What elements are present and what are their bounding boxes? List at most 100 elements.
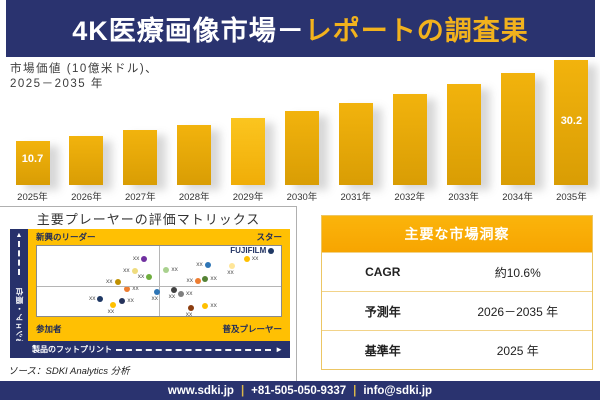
- key-insights-table: 主要な市場洞察 CAGR 約10.6% 予測年 2026－2035 年 基準年 …: [321, 215, 593, 370]
- website-link[interactable]: www.sdki.jp: [167, 384, 234, 397]
- bar-column: 2033年: [443, 84, 484, 203]
- quadrant-label-participants: 参加者: [36, 324, 62, 334]
- matrix-point-label: xx: [168, 293, 176, 301]
- matrix-point-label: xx: [210, 302, 217, 310]
- quadrant-label-emerging-leaders: 新興のリーダー: [36, 232, 96, 242]
- matrix-point: xx: [186, 304, 194, 317]
- matrix-point: xx: [177, 291, 192, 298]
- matrix-title: 主要プレーヤーの評価マトリックス: [36, 212, 261, 227]
- bar-2026年: [69, 136, 104, 185]
- quadrant-label-pervasive-players: 普及プレーヤー: [222, 324, 282, 334]
- matrix-point: xx: [138, 273, 153, 280]
- matrix-bottom-quadrant-labels: 参加者 普及プレーヤー: [28, 317, 290, 341]
- header-banner: 4K医療画像市場－ レポートの調査果: [6, 0, 595, 57]
- chart-caption-line1: 市場価値 (10億米ドル)、: [10, 63, 159, 75]
- bar-year-label: 2032年: [394, 192, 426, 203]
- matrix-point-label: xx: [171, 265, 178, 273]
- horizontal-divider: [0, 206, 297, 207]
- chart-caption-line2: 2025－2035 年: [10, 77, 104, 90]
- bar-column: 2028年: [174, 125, 215, 203]
- matrix-point-label: xx: [123, 267, 130, 275]
- bar-value-label: 10.7: [21, 153, 44, 165]
- bar-2035年: 30.2: [554, 60, 589, 185]
- matrix-point: xx: [187, 277, 202, 284]
- source-attribution: ソース：SDKI Analytics 分析: [8, 366, 130, 377]
- bar-2027年: [123, 130, 158, 185]
- bar-column: 2027年: [120, 130, 161, 203]
- matrix-y-axis-bar: ▲ 市場シェア・順位: [10, 229, 28, 358]
- bar-year-label: 2033年: [448, 192, 479, 203]
- bar-2032年: [392, 94, 427, 185]
- matrix-point: xx: [243, 256, 258, 263]
- matrix-point: xx: [123, 268, 138, 275]
- bar-column: 2030年: [281, 111, 322, 203]
- bar-year-label: 2026年: [71, 192, 102, 203]
- bar-2031年: [338, 103, 373, 185]
- bar-column: 30.2 2035年: [551, 60, 592, 203]
- bar-2028年: [177, 125, 212, 185]
- matrix-point: xx: [196, 261, 211, 268]
- matrix-point: xx: [108, 301, 116, 314]
- row-value-cagr: 約10.6%: [494, 265, 541, 280]
- matrix-point: xx: [124, 286, 139, 293]
- x-axis-dashed-line: [116, 348, 272, 351]
- chart-axis-caption: 市場価値 (10億米ドル)、 2025－2035 年: [10, 62, 158, 92]
- row-value-base-year: 2025 年: [496, 343, 539, 358]
- bar-year-label: 2028年: [178, 192, 210, 203]
- matrix-point: xx: [163, 266, 178, 273]
- bar-year-label: 2029年: [232, 192, 264, 203]
- row-label-base-year: 基準年: [364, 343, 401, 358]
- bar-chart: 10.7 2025年 2026年 2027年 2028年 2029年 2030年 2031年 2…: [12, 60, 592, 203]
- player-evaluation-matrix: ▲ 市場シェア・順位 新興のリーダー スター xx xx xx xx xx xx xx xx x…: [10, 229, 290, 358]
- matrix-point-label: xx: [151, 294, 159, 302]
- matrix-point-label: xx: [185, 310, 193, 318]
- insights-table-header: 主要な市場洞察: [322, 216, 592, 252]
- bar-year-label: 2031年: [340, 192, 372, 203]
- matrix-x-axis-bar: 製品のフットプリント ►: [10, 341, 290, 358]
- bar-column: 10.7 2025年: [12, 141, 53, 203]
- matrix-frame: 新興のリーダー スター xx xx xx xx xx xx xx xx xx xx xx xx xx FU…: [28, 229, 290, 341]
- matrix-point: xx: [106, 278, 121, 285]
- bar-2025年: 10.7: [15, 141, 50, 185]
- bar-column: 2029年: [228, 118, 269, 203]
- y-axis-dashed-line: [18, 241, 20, 275]
- matrix-point: xx: [119, 298, 134, 305]
- up-arrow-icon: ▲: [15, 232, 23, 239]
- table-row: 基準年 2025 年: [322, 330, 592, 369]
- bar-year-label: 2025年: [17, 192, 48, 203]
- matrix-point: xx: [202, 303, 217, 310]
- footer-separator: |: [353, 384, 357, 397]
- page-title-main: 4K医療画像市場－: [72, 16, 305, 46]
- matrix-point-label: xx: [106, 277, 113, 285]
- bar-2030年: [284, 111, 319, 185]
- matrix-scatter-plot: xx xx xx xx xx xx xx xx xx xx xx xx xx FUJIFILM xx xx xx…: [36, 245, 282, 317]
- bar-year-label: 2034年: [502, 192, 533, 203]
- matrix-point: xx: [227, 262, 236, 275]
- matrix-point-label: xx: [127, 297, 134, 305]
- matrix-point-label: xx: [88, 295, 96, 303]
- email-link[interactable]: info@sdki.jp: [363, 384, 433, 397]
- matrix-point-label: xx: [132, 285, 139, 293]
- bar-year-label: 2027年: [124, 192, 156, 203]
- bar-column: 2026年: [66, 136, 107, 203]
- row-value-forecast-years: 2026－2035 年: [477, 304, 559, 319]
- contact-footer: www.sdki.jp | +81-505-050-9337 | info@sd…: [0, 381, 600, 400]
- bar-2034年: [500, 73, 535, 185]
- page-title-accent: レポートの調査果: [304, 16, 529, 46]
- row-label-forecast-years: 予測年: [364, 304, 401, 319]
- right-arrow-icon: ►: [275, 344, 283, 354]
- matrix-point-label: xx: [186, 277, 194, 284]
- matrix-point-label: FUJIFILM: [230, 245, 267, 255]
- matrix-x-axis-label: 製品のフットプリント: [32, 345, 112, 354]
- matrix-point: xx: [169, 287, 177, 300]
- footer-separator: |: [240, 384, 245, 397]
- vertical-divider: [296, 206, 297, 381]
- matrix-point-label: xx: [196, 260, 203, 268]
- bar-column: 2034年: [497, 73, 538, 203]
- bar-2033年: [446, 84, 481, 185]
- phone-number: +81-505-050-9337: [251, 384, 347, 397]
- row-label-cagr: CAGR: [365, 265, 401, 279]
- bar-column: 2031年: [335, 103, 376, 203]
- matrix-point-label: xx: [251, 255, 259, 263]
- matrix-point-label: xx: [137, 272, 145, 280]
